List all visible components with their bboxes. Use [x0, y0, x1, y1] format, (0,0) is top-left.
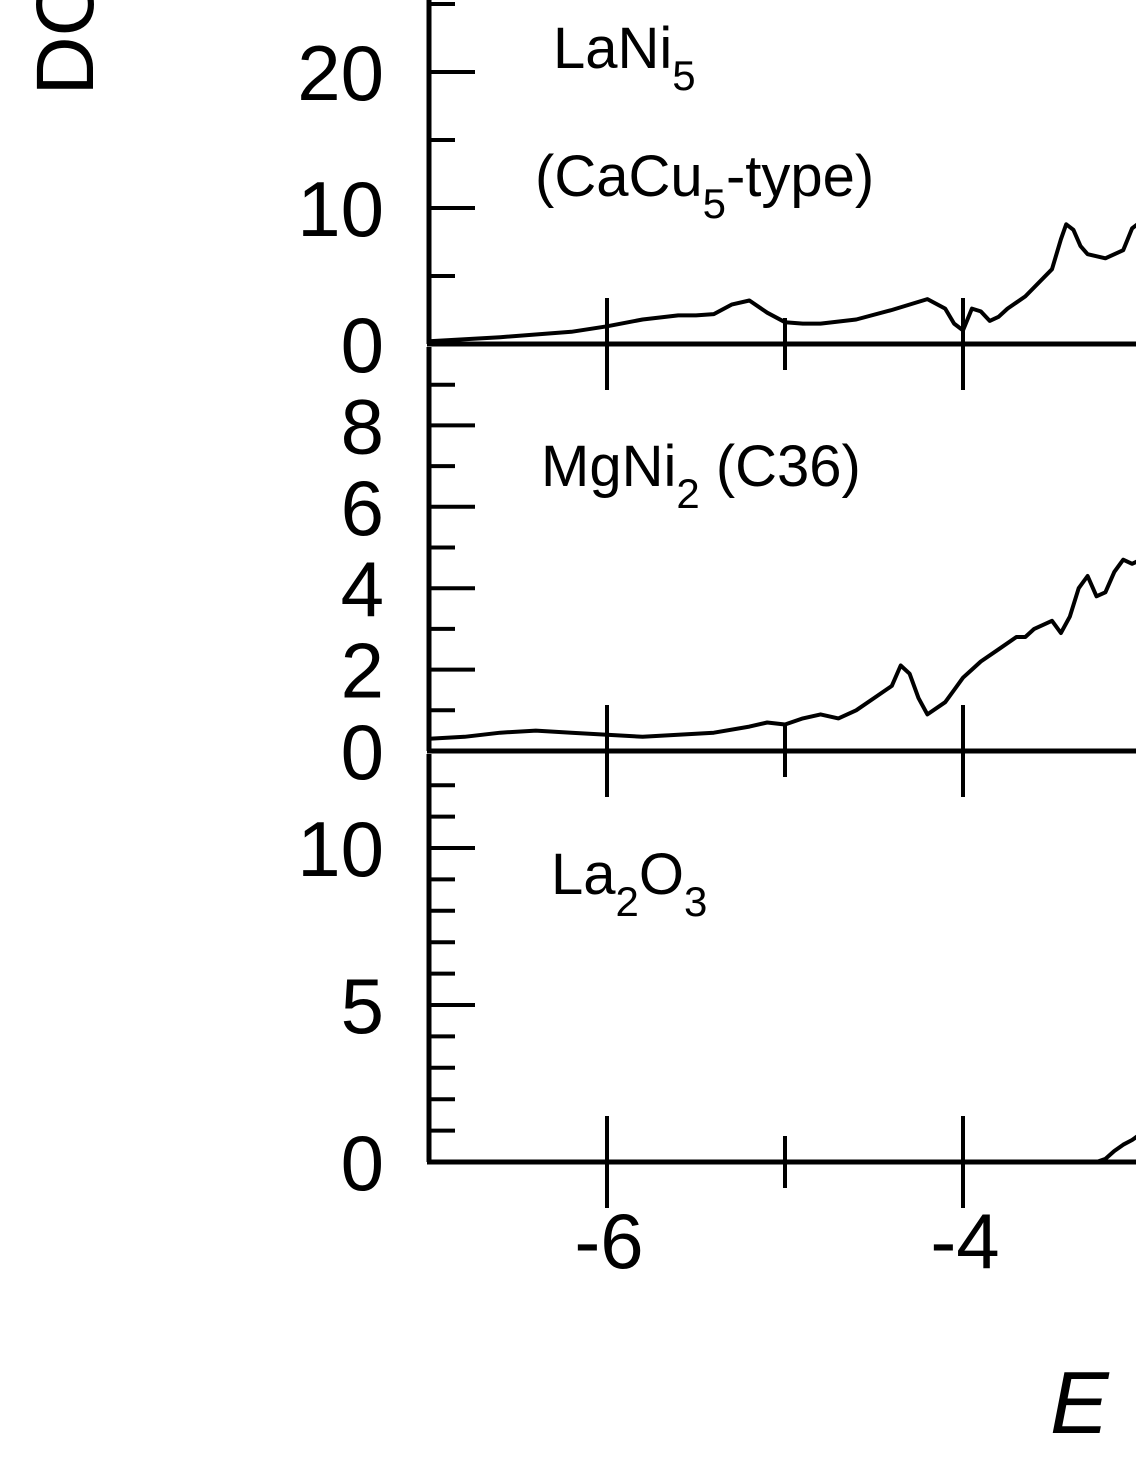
panel-la2o3: 0 5 10 La2O3 — [297, 754, 1136, 1208]
y-tick-label: 10 — [297, 165, 384, 253]
panel-label-la2o3: La2O3 — [551, 842, 707, 925]
panel-label-lani5: LaNi5 — [553, 16, 696, 99]
y-tick-label: 6 — [341, 464, 384, 552]
y-tick-label: 8 — [341, 382, 384, 470]
x-ticks-group: -6 -4 — [574, 1197, 999, 1285]
y-tick-label: 2 — [341, 627, 384, 715]
x-tick-label: -6 — [574, 1197, 643, 1285]
panel-label-mgni2: MgNi2 (C36) — [541, 434, 861, 517]
x-axis-title: E - — [1050, 1353, 1136, 1452]
dos-curve-lani5 — [429, 222, 1136, 344]
y-tick-label: 10 — [297, 805, 384, 893]
panel-lani5: 0 10 20 LaNi5 (CaCu5-type) — [297, 0, 1136, 390]
panel-label-lani5: (CaCu5-type) — [535, 144, 874, 227]
dos-curve-mgni2 — [429, 557, 1136, 741]
y-tick-label: 4 — [341, 545, 384, 633]
y-tick-label: 0 — [341, 1119, 384, 1207]
dos-curve-la2o3 — [429, 1134, 1136, 1164]
y-tick-label: 5 — [341, 962, 384, 1050]
y-tick-label: 20 — [297, 29, 384, 117]
y-axis-title: DO — [20, 0, 111, 96]
y-tick-label: 0 — [341, 708, 384, 796]
y-tick-label: 0 — [341, 301, 384, 389]
x-tick-label: -4 — [930, 1197, 999, 1285]
